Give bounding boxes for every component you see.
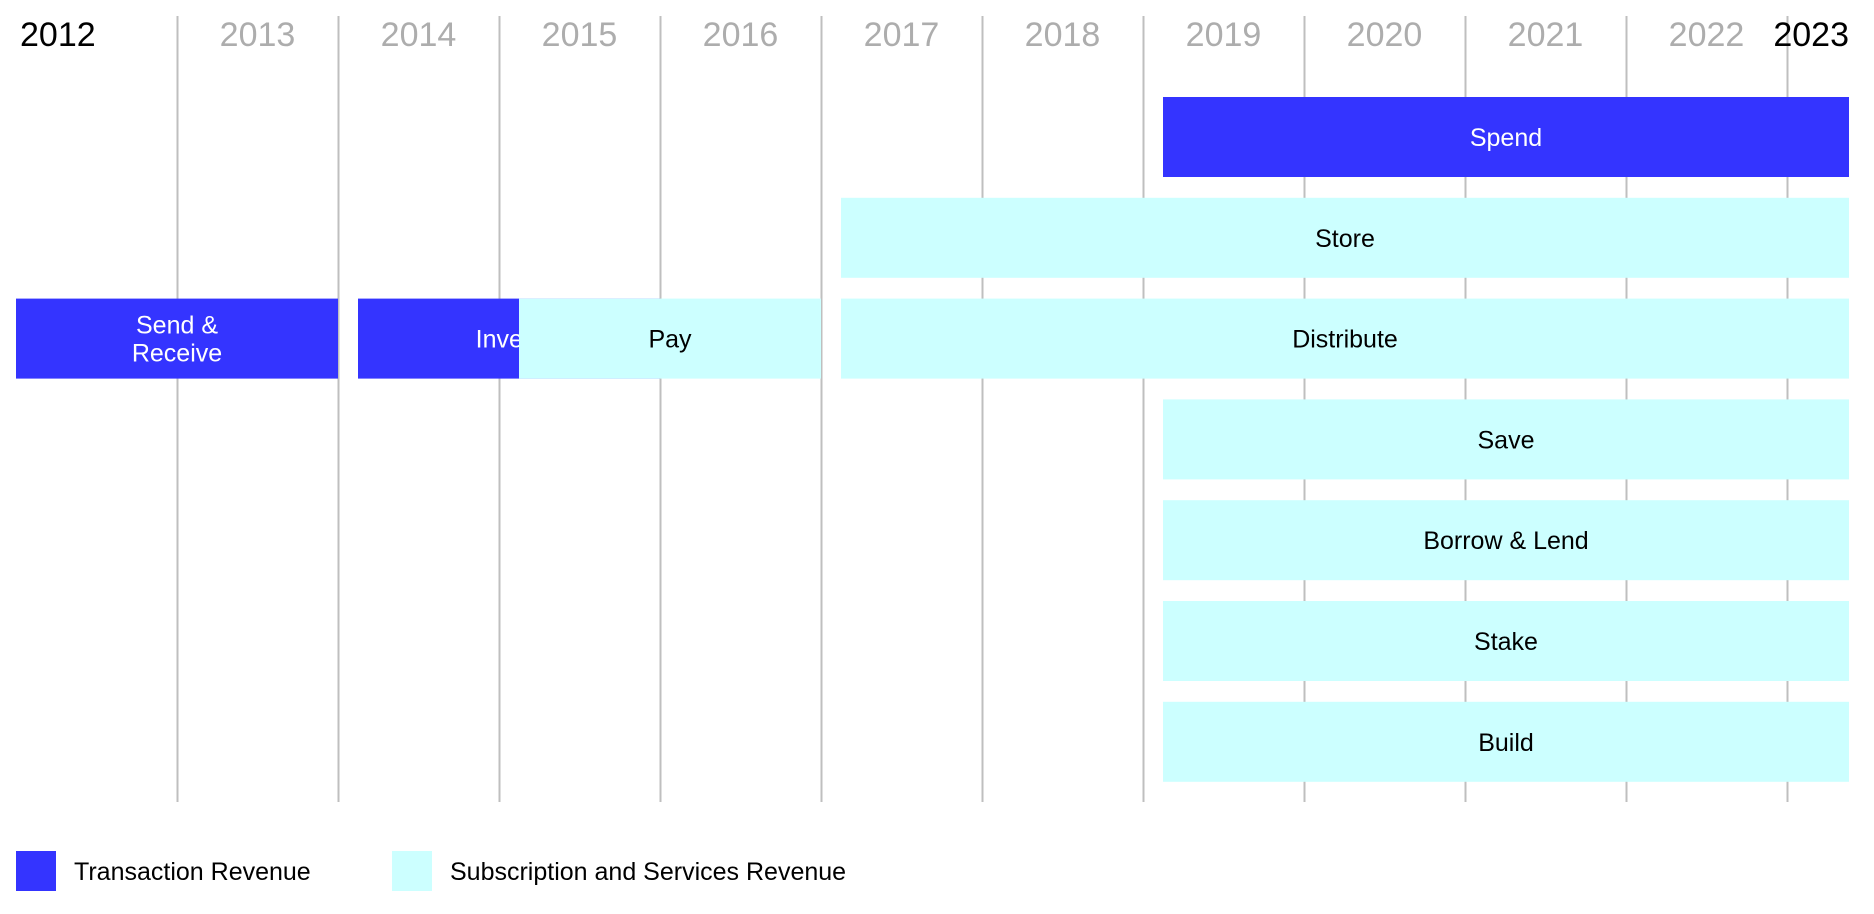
year-label-2016: 2016 [703, 16, 779, 54]
legend-item-subscription: Subscription and Services Revenue [392, 851, 846, 891]
legend: Transaction Revenue Subscription and Serv… [16, 851, 846, 891]
year-label-2012: 2012 [20, 16, 96, 54]
year-label-2015: 2015 [542, 16, 618, 54]
year-label-2019: 2019 [1186, 16, 1262, 54]
bar-rect-spend [1163, 97, 1849, 177]
bar-pay: Pay [519, 298, 821, 379]
bar-distribute: Distribute [841, 298, 1849, 379]
bar-label-borrow-lend: Borrow & Lend [1423, 527, 1588, 555]
bar-label-distribute: Distribute [1292, 326, 1398, 354]
bar-rect-distribute [841, 298, 1849, 379]
year-label-2018: 2018 [1025, 16, 1101, 54]
bar-spend: Spend [1163, 97, 1849, 177]
legend-swatch-transaction [16, 851, 56, 891]
year-axis: 2012 2013 2014 2015 2016 2017 2018 2019 2020 2021… [20, 16, 1849, 54]
year-label-2013: 2013 [220, 16, 296, 54]
legend-swatch-subscription [392, 851, 432, 891]
bar-label-build: Build [1478, 729, 1534, 757]
legend-item-transaction: Transaction Revenue [16, 851, 311, 891]
bar-build: Build [1163, 701, 1849, 782]
bar-label-stake: Stake [1474, 628, 1538, 656]
bar-save: Save [1163, 399, 1849, 480]
bar-rect-send-receive [16, 298, 338, 379]
bar-label-pay: Pay [648, 326, 692, 354]
year-label-2021: 2021 [1508, 16, 1584, 54]
bar-rect-pay [519, 298, 821, 379]
year-label-2022: 2022 [1669, 16, 1745, 54]
bar-rect-borrow-lend [1163, 500, 1849, 581]
year-label-2017: 2017 [864, 16, 940, 54]
bar-stake: Stake [1163, 601, 1849, 681]
year-label-2020: 2020 [1347, 16, 1423, 54]
bar-rect-save [1163, 399, 1849, 480]
legend-label-subscription: Subscription and Services Revenue [450, 858, 846, 886]
bar-send-receive: Send & Receive [16, 298, 338, 379]
bar-rect-build [1163, 701, 1849, 782]
bar-label-store: Store [1315, 225, 1375, 253]
year-label-2023: 2023 [1773, 16, 1849, 54]
bar-store: Store [841, 197, 1849, 278]
legend-label-transaction: Transaction Revenue [74, 858, 311, 886]
year-label-2014: 2014 [381, 16, 457, 54]
bar-label-send-receive: Send & Receive [132, 312, 222, 368]
bar-label-spend: Spend [1470, 124, 1542, 152]
bar-label-save: Save [1478, 426, 1535, 454]
bar-borrow-lend: Borrow & Lend [1163, 500, 1849, 581]
bar-rect-stake [1163, 601, 1849, 681]
bar-rect-store [841, 197, 1849, 278]
